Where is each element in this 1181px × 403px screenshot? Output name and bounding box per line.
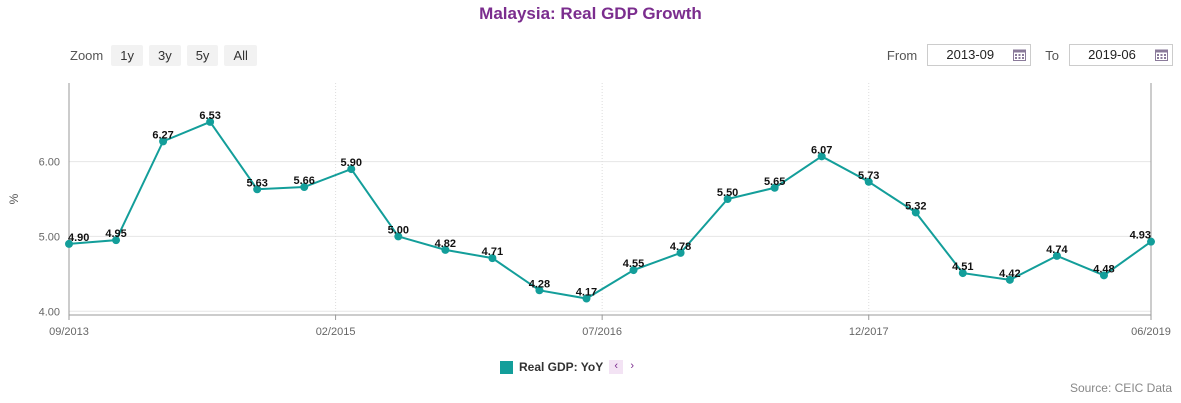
data-label: 4.74 [1046, 244, 1068, 256]
data-label: 5.73 [858, 170, 879, 182]
to-date-input[interactable]: 2019-06 [1069, 44, 1173, 66]
data-point [629, 266, 638, 275]
zoom-1y-button[interactable]: 1y [111, 45, 143, 66]
data-label: 4.82 [435, 238, 456, 250]
data-label: 4.95 [105, 228, 126, 240]
data-point [1052, 251, 1061, 260]
data-label: 4.28 [529, 278, 550, 290]
legend: Real GDP: YoY ‹ › [500, 360, 639, 374]
y-tick-label: 6.00 [39, 157, 60, 169]
y-tick-label: 4.00 [39, 306, 60, 318]
data-label: 5.65 [764, 176, 785, 188]
data-point [535, 286, 544, 295]
from-label: From [886, 47, 918, 63]
x-tick-label: 12/2017 [849, 326, 889, 338]
y-axis-title: % [7, 193, 21, 204]
data-point [253, 185, 262, 194]
data-label: 6.27 [152, 129, 173, 141]
data-label: 4.48 [1093, 263, 1114, 275]
zoom-3y-button[interactable]: 3y [148, 45, 181, 66]
data-point [864, 177, 873, 186]
data-point [65, 239, 73, 248]
x-tick-label: 06/2019 [1131, 326, 1171, 338]
zoom-5y-button[interactable]: 5y [186, 45, 219, 66]
from-date-value: 2013-09 [946, 47, 995, 62]
calendar-icon[interactable] [1013, 48, 1027, 61]
date-range: From 2013-09 To 2019-06 [887, 44, 1173, 66]
data-point [723, 195, 732, 203]
from-date-input[interactable]: 2013-09 [927, 44, 1032, 66]
data-point [394, 232, 403, 241]
data-label: 5.50 [717, 187, 738, 199]
data-label: 5.32 [905, 200, 926, 212]
data-point [911, 208, 920, 217]
data-label: 4.71 [482, 246, 503, 258]
data-point [582, 294, 591, 303]
data-label: 5.63 [246, 177, 267, 189]
data-label: 4.42 [999, 268, 1020, 280]
data-label: 6.53 [199, 110, 220, 122]
data-point [1147, 237, 1155, 246]
data-point [770, 183, 779, 192]
data-label: 4.90 [68, 232, 89, 244]
zoom-controls: Zoom 1y 3y 5y All [70, 45, 257, 66]
data-point [958, 269, 967, 278]
data-point [676, 248, 685, 257]
data-label: 4.93 [1130, 230, 1151, 242]
data-point [159, 137, 168, 146]
data-label: 6.07 [811, 144, 832, 156]
data-label: 5.00 [388, 224, 409, 236]
data-point [347, 165, 356, 174]
data-point [206, 117, 215, 126]
legend-swatch [500, 360, 513, 374]
legend-prev-button[interactable]: ‹ [609, 360, 624, 374]
data-label: 4.78 [670, 241, 691, 253]
data-label: 4.55 [623, 258, 644, 270]
to-label: To [1045, 47, 1059, 63]
data-point [112, 236, 121, 245]
to-date-value: 2019-06 [1088, 47, 1136, 62]
series-line [68, 120, 1152, 300]
legend-next-button[interactable]: › [630, 360, 635, 372]
data-label: 4.17 [576, 287, 597, 299]
y-tick-label: 5.00 [39, 231, 60, 243]
x-tick-label: 02/2015 [316, 326, 356, 338]
data-point [817, 152, 826, 161]
calendar-icon[interactable] [1155, 48, 1168, 61]
source-note: Source: CEIC Data [1069, 381, 1172, 395]
data-label: 5.90 [341, 157, 362, 169]
data-label: 4.51 [952, 261, 973, 273]
zoom-label: Zoom [70, 48, 104, 63]
data-label: 5.66 [294, 175, 315, 187]
legend-label[interactable]: Real GDP: YoY [519, 360, 604, 374]
chart-title: Malaysia: Real GDP Growth [479, 4, 702, 23]
data-point [300, 183, 309, 192]
x-tick-label: 07/2016 [582, 326, 622, 338]
zoom-all-button[interactable]: All [224, 45, 257, 66]
data-point [1005, 275, 1014, 284]
data-point [441, 245, 450, 254]
data-point [1099, 271, 1108, 280]
data-point [488, 254, 497, 263]
x-tick-label: 09/2013 [49, 326, 89, 338]
